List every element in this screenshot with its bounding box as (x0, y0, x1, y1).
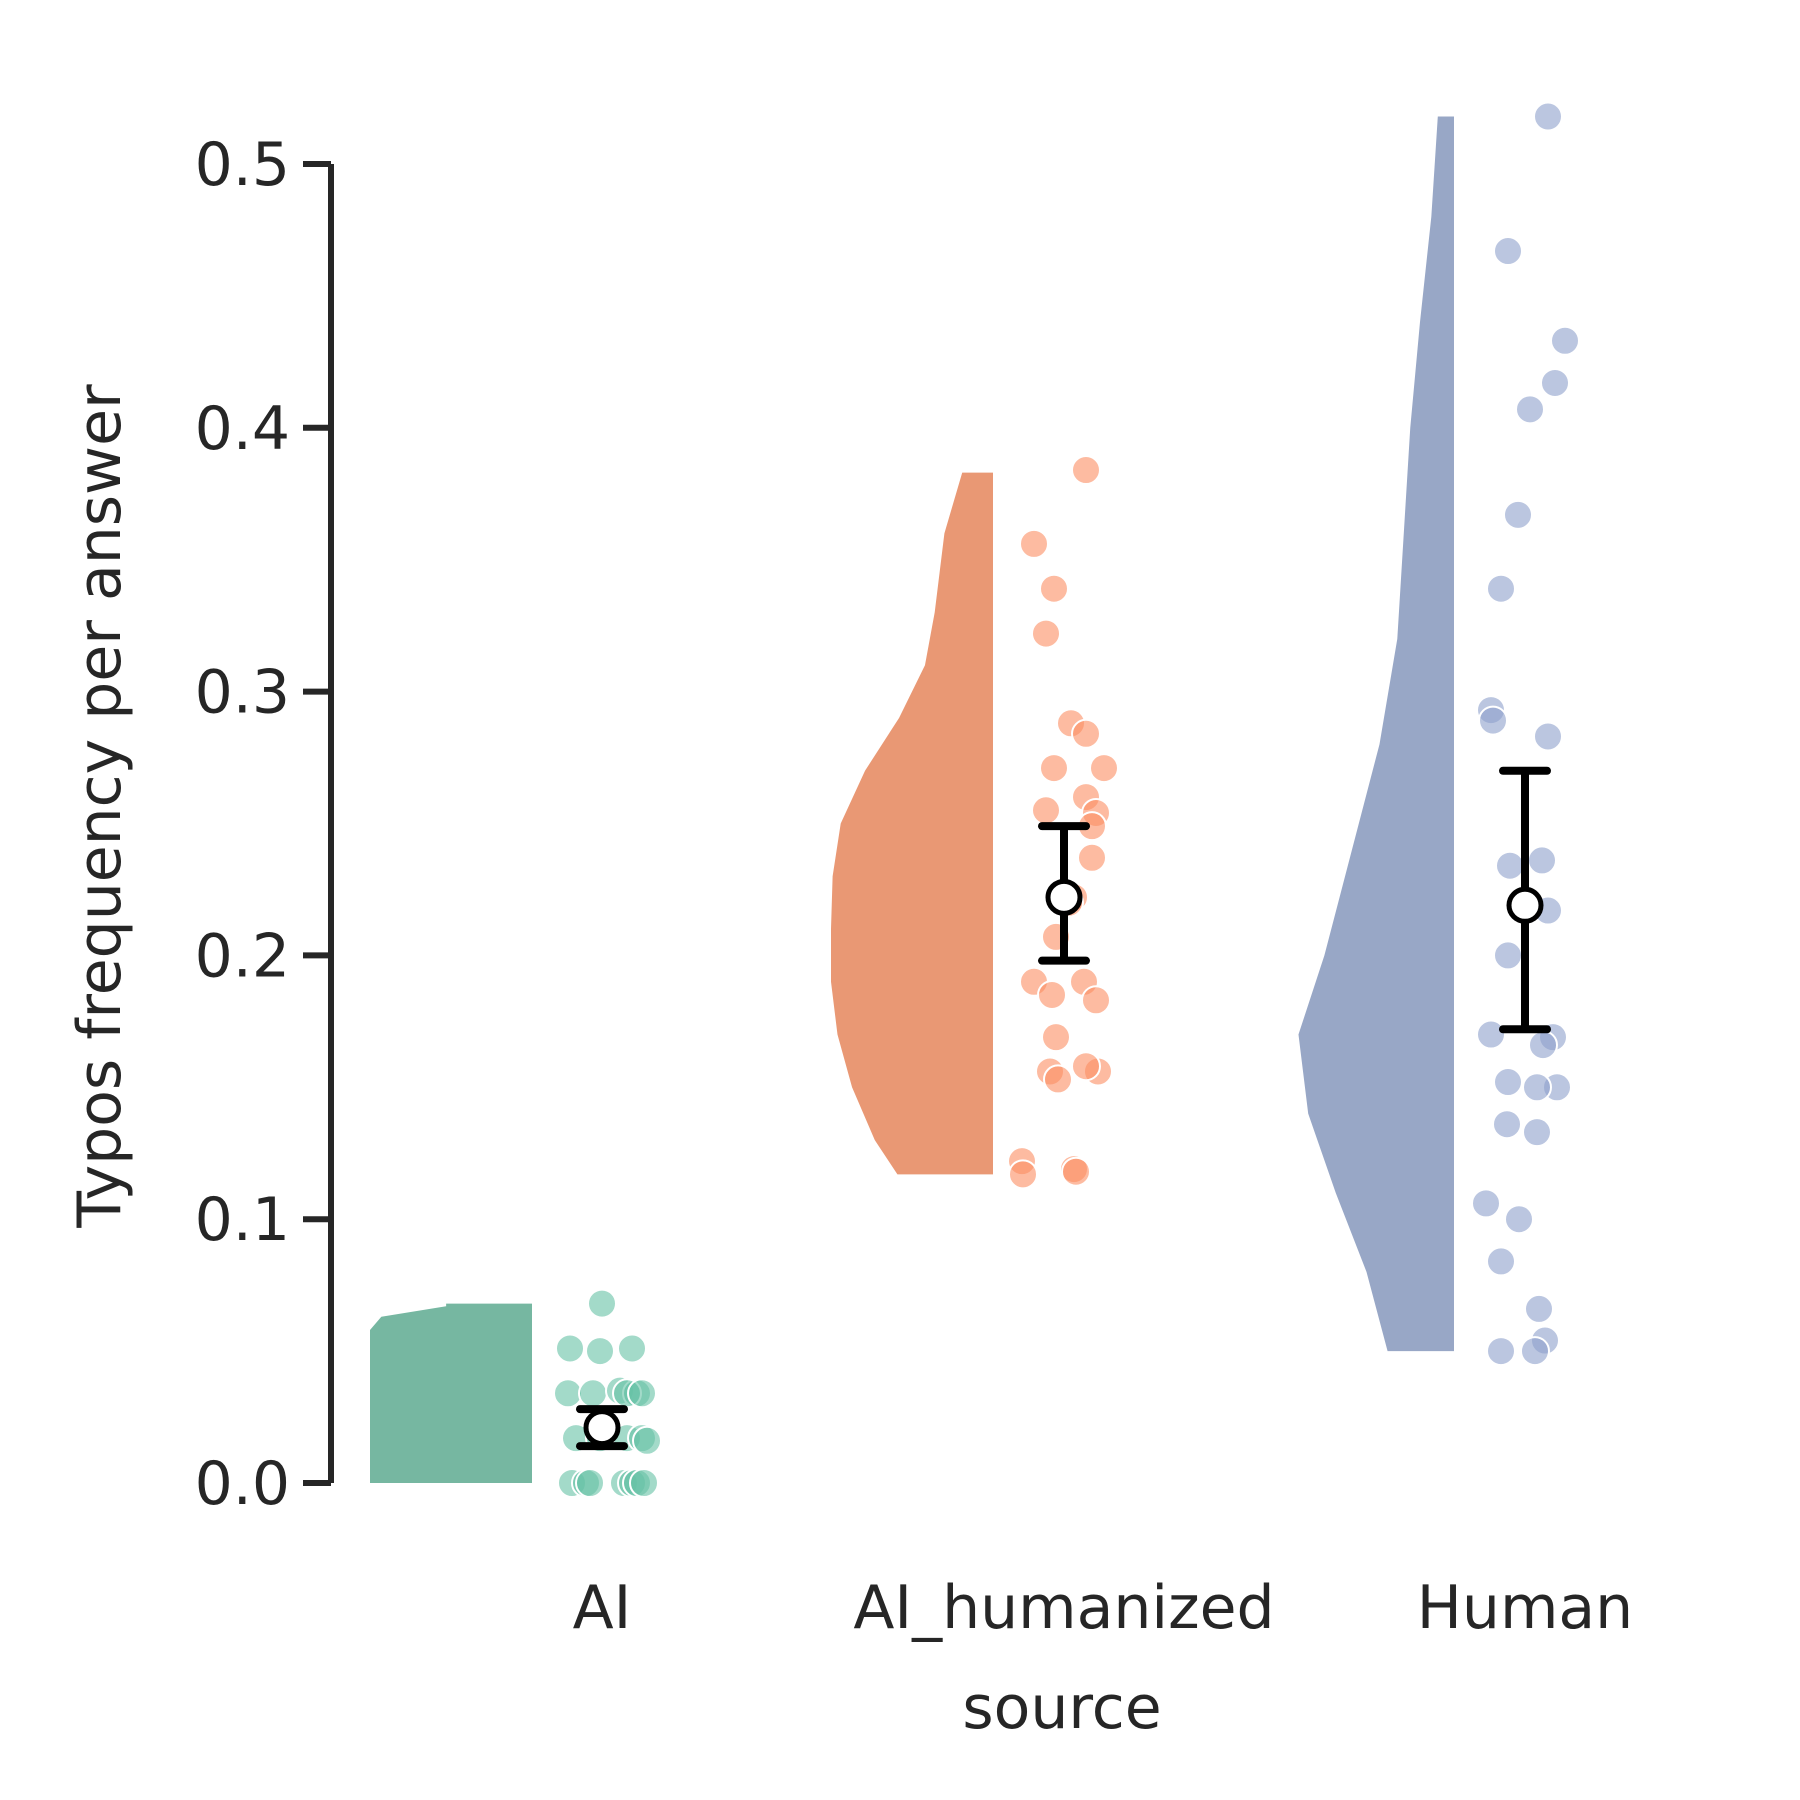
data-point-human (1478, 705, 1508, 736)
data-point-human (1533, 101, 1563, 132)
data-point-ai-humanized (1037, 979, 1067, 1010)
data-point-human (1515, 394, 1545, 425)
data-point-human (1528, 1030, 1558, 1061)
y-axis: 0.0 0.1 0.2 0.3 0.4 0.5 (195, 130, 334, 1519)
data-point-ai (617, 1333, 647, 1364)
x-tick-label-ai-humanized: AI_humanized (853, 1573, 1274, 1643)
data-point-human (1550, 325, 1580, 356)
violin-human (1298, 116, 1454, 1352)
x-tick-label-human: Human (1417, 1573, 1633, 1643)
violin-layer (370, 116, 1454, 1483)
data-point-human (1527, 845, 1557, 876)
x-axis: AI AI_humanized Human (573, 1573, 1634, 1643)
data-point-ai-humanized (1077, 842, 1107, 873)
data-point-ai-humanized (1039, 753, 1069, 784)
data-point-human (1522, 1117, 1552, 1148)
data-point-human (1524, 1293, 1554, 1324)
y-tick-label: 0.3 (195, 658, 290, 728)
y-axis-title: Typos frequency per answer (65, 384, 135, 1229)
x-axis-title: source (962, 1673, 1161, 1743)
data-point-human (1533, 721, 1563, 752)
data-point-human (1520, 1336, 1550, 1367)
data-point-human (1540, 367, 1570, 398)
data-point-human (1493, 1067, 1523, 1098)
data-point-human (1504, 1204, 1534, 1235)
data-point-human (1495, 850, 1525, 881)
data-point-ai (632, 1425, 662, 1456)
violin-ai (370, 1303, 532, 1483)
data-point-ai-humanized (1081, 985, 1111, 1016)
y-tick-label: 0.2 (195, 921, 290, 991)
mean-marker-ai-humanized (1045, 878, 1083, 916)
data-point-ai-humanized (1019, 528, 1049, 559)
data-point-human (1476, 1019, 1506, 1050)
data-point-ai-humanized (1031, 795, 1061, 826)
violin-ai-humanized (831, 472, 993, 1175)
data-point-human (1493, 940, 1523, 971)
data-point-ai (585, 1336, 615, 1367)
y-tick-label: 0.1 (195, 1185, 290, 1255)
y-tick-label: 0.5 (195, 130, 290, 200)
data-point-ai (555, 1333, 585, 1364)
data-point-ai-humanized (1008, 1159, 1038, 1190)
data-point-human (1522, 1072, 1552, 1103)
data-point-ai-humanized (1043, 1064, 1073, 1095)
data-point-ai-humanized (1041, 1022, 1071, 1053)
data-point-ai-humanized (1039, 573, 1069, 604)
data-point-human (1503, 499, 1533, 530)
data-point-ai-humanized (1061, 1156, 1091, 1187)
mean-marker-human (1506, 886, 1544, 924)
data-point-human (1486, 573, 1516, 604)
mean-marker-ai (583, 1409, 621, 1447)
data-point-human (1493, 236, 1523, 267)
data-point-ai (627, 1378, 657, 1409)
data-point-ai (629, 1468, 659, 1498)
y-tick-label: 0.0 (195, 1449, 290, 1519)
data-point-human (1492, 1109, 1522, 1140)
data-point-human (1486, 1336, 1516, 1367)
data-point-ai-humanized (1071, 1051, 1101, 1082)
data-point-ai-humanized (1071, 718, 1101, 749)
data-point-ai (578, 1378, 608, 1409)
data-point-ai (587, 1288, 617, 1319)
x-tick-label-ai: AI (573, 1573, 632, 1643)
points-layer (553, 101, 1580, 1498)
data-point-ai (553, 1378, 583, 1409)
data-point-human (1486, 1246, 1516, 1277)
y-tick-label: 0.4 (195, 394, 290, 464)
data-point-ai (575, 1468, 605, 1498)
errorbar-layer (576, 766, 1551, 1451)
data-point-ai-humanized (1071, 455, 1101, 486)
data-point-ai-humanized (1031, 618, 1061, 649)
data-point-ai-humanized (1089, 753, 1119, 784)
data-point-human (1471, 1188, 1501, 1219)
